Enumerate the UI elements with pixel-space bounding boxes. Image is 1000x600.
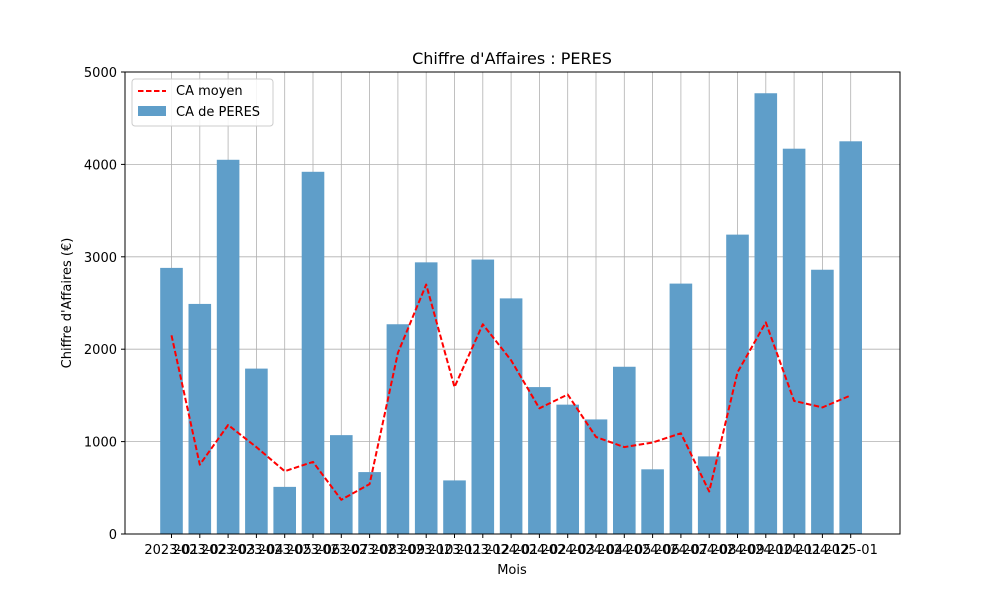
bar: [754, 93, 778, 534]
bar: [584, 419, 608, 534]
legend: CA moyen CA de PERES: [131, 78, 274, 127]
bar: [386, 324, 410, 534]
bar: [697, 456, 721, 534]
bar: [160, 267, 183, 534]
bar: [471, 259, 495, 534]
y-tick-label: 3000: [84, 251, 117, 266]
bar: [273, 486, 296, 534]
bar: [216, 159, 240, 534]
bar: [358, 472, 381, 534]
y-tick-label: 0: [109, 528, 117, 543]
legend-box: [131, 78, 274, 127]
bar: [330, 435, 353, 534]
x-tick-label: 2024-12: [795, 543, 849, 558]
line-series: [170, 283, 852, 501]
legend-label-bar: CA de PERES: [176, 105, 260, 120]
bar: [301, 171, 325, 535]
x-tick-label: 2024-07: [654, 543, 708, 558]
y-tick-label: 1000: [84, 436, 117, 451]
x-tick-label: 2024-04: [569, 543, 623, 558]
x-tick-label: 2024-02: [512, 543, 566, 558]
bar: [839, 141, 862, 535]
x-tick-label: 2024-05: [597, 543, 651, 558]
bar: [669, 283, 693, 534]
bar: [414, 262, 438, 534]
legend-bar-swatch: [138, 106, 166, 116]
bar: [613, 366, 636, 534]
bar: [188, 303, 212, 534]
x-tick-label: 2024-09: [710, 543, 764, 558]
axis-ticks: 0100020003000400050002023-012023-022023-…: [84, 66, 878, 558]
x-tick-label: 2024-08: [682, 543, 736, 558]
chart-title: Chiffre d'Affaires : PERES: [412, 49, 612, 68]
x-tick-label: 2023-07: [314, 543, 368, 558]
x-tick-label: 2023-06: [286, 543, 340, 558]
x-tick-label: 2023-11: [427, 543, 481, 558]
x-tick-label: 2025-01: [824, 543, 878, 558]
x-tick-label: 2023-09: [371, 543, 425, 558]
y-axis-label: Chiffre d'Affaires (€): [60, 238, 75, 369]
bar: [641, 469, 664, 534]
legend-label-line: CA moyen: [176, 84, 243, 99]
x-tick-label: 2023-10: [399, 543, 453, 558]
bar: [499, 298, 523, 534]
bar: [443, 480, 466, 534]
x-tick-label: 2023-02: [173, 543, 227, 558]
bar: [811, 269, 834, 534]
y-tick-label: 4000: [84, 158, 117, 173]
bar: [245, 368, 268, 534]
x-tick-label: 2024-10: [739, 543, 793, 558]
x-tick-label: 2024-01: [484, 543, 538, 558]
bar: [556, 404, 579, 534]
x-tick-label: 2024-11: [767, 543, 821, 558]
x-tick-label: 2023-01: [144, 543, 198, 558]
bar: [726, 234, 749, 534]
plot-frame: [124, 71, 901, 535]
x-tick-label: 2023-12: [456, 543, 510, 558]
bar: [782, 148, 806, 534]
y-tick-label: 5000: [84, 66, 117, 81]
x-tick-label: 2024-06: [625, 543, 679, 558]
x-tick-label: 2024-03: [541, 543, 595, 558]
x-tick-label: 2023-04: [229, 543, 283, 558]
x-tick-label: 2023-03: [201, 543, 255, 558]
bar-series: [160, 93, 862, 535]
x-axis-label: Mois: [497, 563, 527, 578]
bar: [528, 387, 551, 534]
x-tick-label: 2023-08: [342, 543, 396, 558]
x-tick-label: 2023-05: [258, 543, 312, 558]
average-line: [170, 283, 852, 501]
y-tick-label: 2000: [84, 343, 117, 358]
